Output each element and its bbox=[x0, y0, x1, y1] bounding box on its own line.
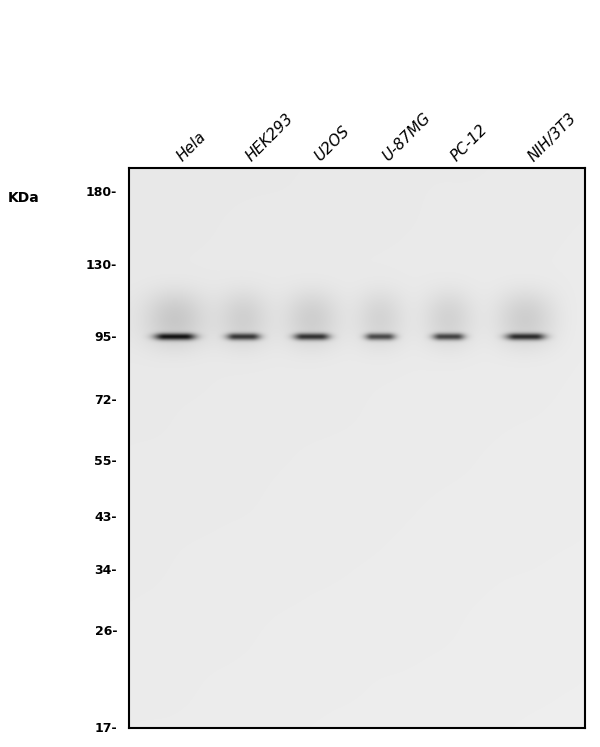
Text: 43-: 43- bbox=[95, 511, 117, 524]
Text: U2OS: U2OS bbox=[311, 124, 352, 164]
Text: PC-12: PC-12 bbox=[448, 122, 491, 164]
Text: NIH/3T3: NIH/3T3 bbox=[526, 111, 580, 164]
Text: 34-: 34- bbox=[95, 564, 117, 577]
Text: 26-: 26- bbox=[95, 625, 117, 638]
Text: 130-: 130- bbox=[86, 259, 117, 273]
Text: KDa: KDa bbox=[8, 191, 40, 205]
Text: 180-: 180- bbox=[86, 185, 117, 199]
Text: 72-: 72- bbox=[94, 394, 117, 407]
Text: 95-: 95- bbox=[95, 331, 117, 344]
Text: Hela: Hela bbox=[175, 129, 209, 164]
Text: 55-: 55- bbox=[94, 455, 117, 468]
Text: 17-: 17- bbox=[94, 722, 117, 735]
Text: HEK293: HEK293 bbox=[243, 111, 296, 164]
Text: U-87MG: U-87MG bbox=[380, 111, 434, 164]
